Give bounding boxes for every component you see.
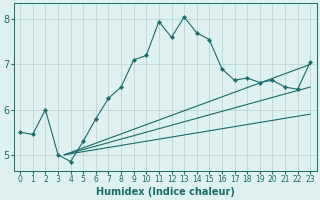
X-axis label: Humidex (Indice chaleur): Humidex (Indice chaleur) <box>96 187 235 197</box>
